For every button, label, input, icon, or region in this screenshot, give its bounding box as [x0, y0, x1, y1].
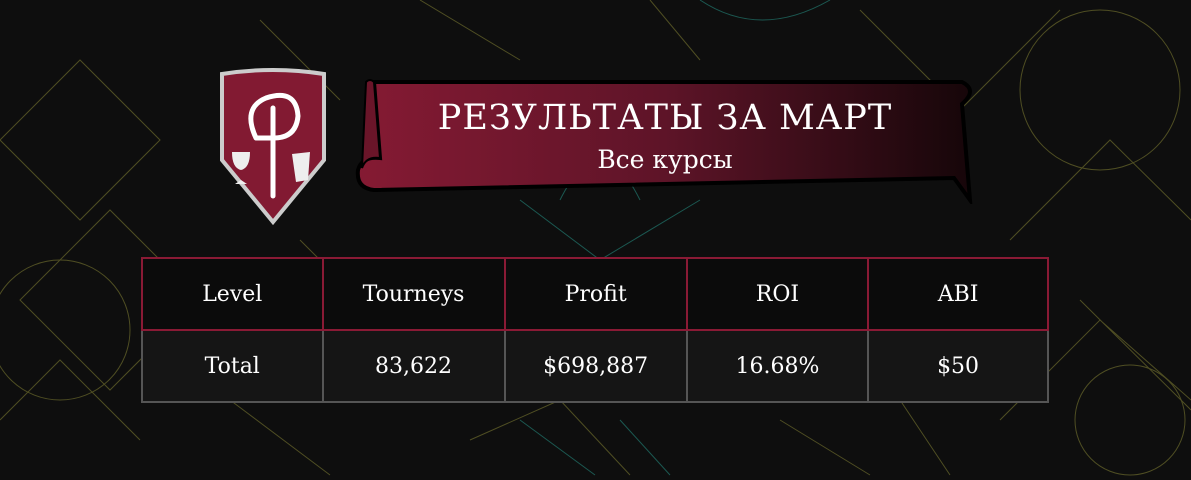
- shield-logo: [220, 68, 326, 226]
- cell-tourneys: 83,622: [321, 329, 506, 403]
- cell-profit: $698,887: [503, 329, 688, 403]
- title-banner: [355, 79, 973, 204]
- page-title: РЕЗУЛЬТАТЫ ЗА МАРТ: [437, 98, 893, 138]
- scroll-icon: [292, 152, 310, 182]
- column-header-profit: Profit: [503, 257, 688, 331]
- page-subtitle: Все курсы: [597, 145, 733, 174]
- column-header-tourneys: Tourneys: [321, 257, 506, 331]
- column-header-level: Level: [141, 257, 324, 331]
- chalice-icon: [232, 152, 250, 184]
- table-header-row: Level Tourneys Profit ROI ABI: [141, 257, 1049, 331]
- results-table: Level Tourneys Profit ROI ABI Total 83,6…: [141, 257, 1049, 403]
- cell-level: Total: [141, 329, 324, 403]
- column-header-roi: ROI: [685, 257, 870, 331]
- table-row: Total 83,622 $698,887 16.68% $50: [141, 329, 1049, 403]
- cell-abi: $50: [867, 329, 1049, 403]
- column-header-abi: ABI: [867, 257, 1049, 331]
- cell-roi: 16.68%: [685, 329, 870, 403]
